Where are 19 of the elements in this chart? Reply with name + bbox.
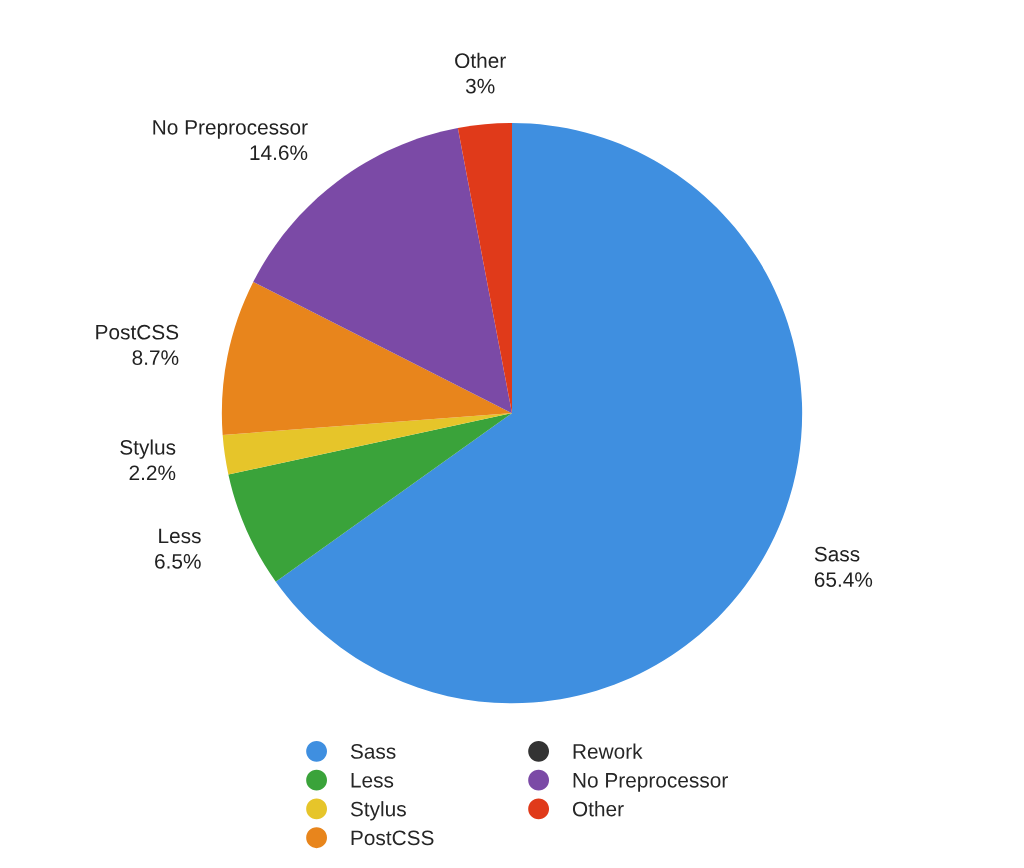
slice-label: Stylus (120, 439, 176, 459)
data-label: 3% (465, 78, 495, 94)
data-label: 14.6% (250, 145, 308, 161)
slice-label: Other (455, 52, 506, 69)
legend-label: Rework (573, 743, 643, 759)
legend-label: Less (351, 773, 394, 788)
slice-label: Sass (814, 546, 860, 562)
data-label: 2.2% (129, 465, 176, 481)
legend-label: Stylus (350, 801, 406, 821)
legend-label: No Preprocessor (573, 773, 728, 792)
legend-label: PostCSS (351, 830, 434, 846)
slice-label: No Preprocessor (153, 120, 308, 139)
data-label: 65.4% (814, 572, 873, 587)
slice-label: Less (159, 528, 201, 544)
legend-label: Other (572, 801, 624, 817)
data-label: 6.5% (155, 553, 201, 569)
legend-label: Sass (350, 744, 396, 759)
data-label: 8.7% (132, 350, 179, 365)
slice-label: PostCSS (96, 324, 179, 340)
